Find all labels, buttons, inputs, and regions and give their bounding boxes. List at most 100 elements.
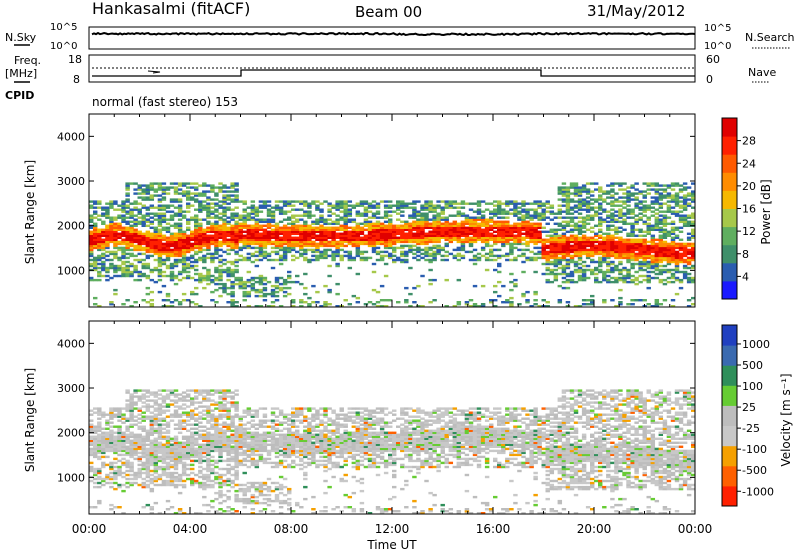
- heatmap-cell: [250, 284, 256, 288]
- heatmap-cell: [105, 244, 110, 248]
- heatmap-cell: [363, 234, 369, 238]
- heatmap-cell: [105, 216, 110, 219]
- heatmap-cell: [254, 258, 260, 262]
- heatmap-cell: [109, 467, 114, 471]
- heatmap-cell: [157, 483, 163, 487]
- heatmap-cell: [420, 232, 425, 236]
- heatmap-cell: [153, 437, 159, 441]
- heatmap-cell: [157, 194, 163, 197]
- heatmap-cell: [424, 224, 429, 228]
- heatmap-cell: [610, 224, 615, 228]
- heatmap-cell: [214, 186, 219, 189]
- heatmap-cell: [214, 268, 219, 272]
- heatmap-cell: [670, 228, 676, 232]
- heatmap-cell: [339, 248, 344, 252]
- heatmap-cell: [153, 467, 159, 471]
- heatmap-cell: [359, 258, 365, 262]
- heatmap-cell: [594, 266, 599, 270]
- heatmap-cell: [315, 220, 320, 224]
- heatmap-cell: [464, 226, 470, 230]
- heatmap-cell: [250, 260, 256, 264]
- freq-tick-top: 18: [68, 53, 82, 66]
- heatmap-cell: [371, 240, 377, 244]
- heatmap-cell: [682, 250, 688, 254]
- heatmap-cell: [396, 212, 401, 215]
- heatmap-cell: [537, 234, 542, 238]
- heatmap-cell: [121, 218, 126, 221]
- heatmap-cell: [335, 264, 340, 268]
- heatmap-cell: [590, 260, 595, 264]
- heatmap-cell: [129, 212, 134, 215]
- heatmap-cell: [561, 250, 567, 254]
- heatmap-cell: [577, 202, 583, 205]
- heatmap-cell: [388, 226, 393, 230]
- heatmap-cell: [509, 244, 514, 248]
- heatmap-cell: [133, 407, 138, 410]
- heatmap-cell: [307, 228, 312, 232]
- heatmap-cell: [577, 256, 583, 260]
- heatmap-cell: [577, 232, 583, 236]
- heatmap-cell: [606, 256, 611, 260]
- heatmap-cell: [537, 200, 542, 203]
- heatmap-cell: [270, 220, 276, 224]
- heatmap-cell: [388, 299, 393, 302]
- heatmap-cell: [436, 216, 441, 219]
- heatmap-cell: [428, 301, 433, 304]
- heatmap-cell: [113, 481, 118, 485]
- heatmap-cell: [125, 228, 130, 232]
- heatmap-cell: [97, 469, 102, 473]
- heatmap-cell: [412, 216, 417, 219]
- heatmap-cell: [662, 232, 668, 236]
- heatmap-cell: [303, 232, 308, 236]
- heatmap-cell: [658, 270, 664, 274]
- heatmap-cell: [521, 294, 526, 298]
- heatmap-cell: [323, 228, 328, 232]
- heatmap-cell: [327, 248, 332, 252]
- heatmap-cell: [561, 234, 567, 238]
- heatmap-cell: [323, 236, 328, 240]
- heatmap-cell: [226, 186, 231, 189]
- heatmap-cell: [181, 192, 187, 195]
- heatmap-cell: [379, 258, 385, 262]
- heatmap-cell: [307, 248, 312, 252]
- heatmap-cell: [206, 270, 211, 274]
- heatmap-cell: [125, 403, 130, 406]
- heatmap-cell: [343, 218, 348, 221]
- heatmap-cell: [573, 186, 579, 189]
- heatmap-cell: [598, 212, 603, 215]
- heatmap-cell: [598, 202, 603, 205]
- heatmap-cell: [165, 240, 171, 244]
- heatmap-cell: [626, 280, 631, 284]
- heatmap-cell: [222, 234, 227, 238]
- heatmap-cell: [287, 242, 292, 246]
- heatmap-cell: [343, 228, 348, 232]
- heatmap-cell: [93, 200, 98, 203]
- heatmap-cell: [691, 280, 695, 284]
- heatmap-cell: [295, 208, 300, 211]
- heatmap-cell: [396, 218, 401, 221]
- heatmap-cell: [89, 425, 94, 428]
- heatmap-cell: [242, 280, 247, 284]
- heatmap-cell: [93, 441, 98, 445]
- heatmap-cell: [129, 413, 134, 416]
- heatmap-cell: [181, 238, 187, 242]
- heatmap-cell: [363, 206, 369, 209]
- heatmap-cell: [460, 256, 466, 260]
- heatmap-cell: [137, 202, 142, 205]
- heatmap-cell: [222, 186, 227, 189]
- heatmap-cell: [497, 248, 502, 252]
- heatmap-cell: [472, 202, 478, 205]
- heatmap-cell: [234, 200, 239, 203]
- heatmap-cell: [327, 222, 332, 226]
- heatmap-cell: [117, 441, 122, 445]
- heatmap-cell: [177, 477, 183, 481]
- heatmap-cell: [125, 216, 130, 219]
- heatmap-cell: [218, 182, 223, 185]
- heatmap-cell: [137, 192, 142, 195]
- heatmap-cell: [117, 469, 122, 473]
- heatmap-cell: [622, 202, 627, 205]
- heatmap-cell: [476, 204, 482, 207]
- heatmap-cell: [573, 246, 579, 250]
- heatmap-cell: [157, 216, 163, 219]
- heatmap-cell: [525, 216, 530, 219]
